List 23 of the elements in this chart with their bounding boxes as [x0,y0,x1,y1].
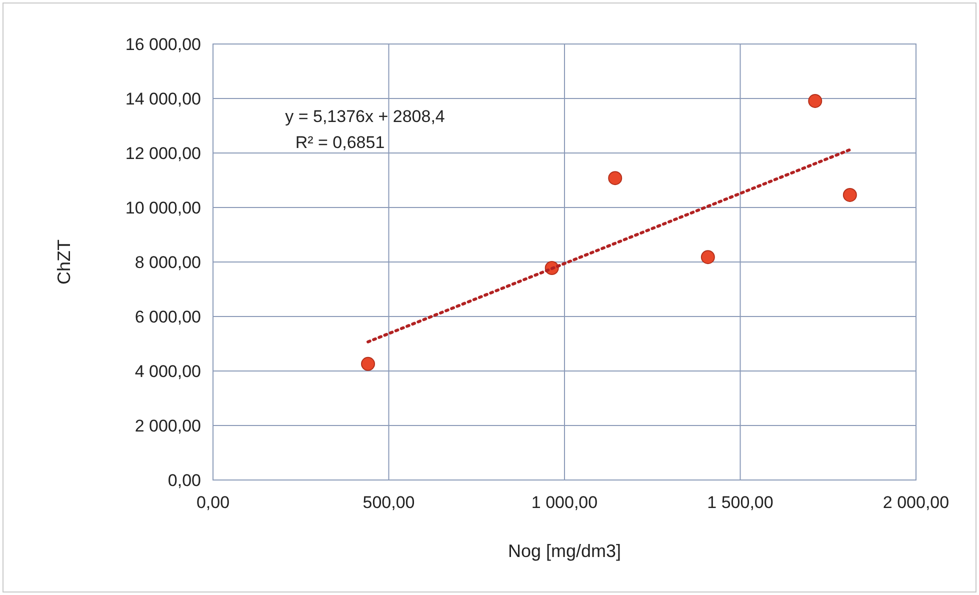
point [808,94,822,108]
y-tick-label: 0,00 [168,471,201,490]
annotation: R² = 0,6851 [295,133,385,152]
x-axis-title: Nog [mg/dm3] [508,541,622,561]
y-tick-label: 16 000,00 [125,35,201,54]
point [700,250,715,264]
point [608,171,622,186]
y-tick-label: 12 000,00 [125,144,201,163]
x-tick-label: 500,00 [362,493,415,512]
x-tick-label: 1 000,00 [531,493,598,512]
x-tick-label: 1 500,00 [707,493,774,512]
y-tick-label: 8 000,00 [134,253,201,272]
point [842,188,857,202]
y-tick-label: 10 000,00 [125,198,201,218]
y-tick-label: 2 000,00 [134,416,201,436]
y-axis-title: ChZT [54,239,74,284]
y-tick-label: 6 000,00 [134,308,201,326]
y-tick-label: 4 000,00 [134,362,201,381]
y-tick-label: 14 000,00 [125,90,201,108]
x-tick-label: 0,00 [196,493,230,512]
point [361,356,376,371]
annotation: y = 5,1376x + 2808,4 [285,107,445,126]
x-tick-label: 2 000,00 [882,493,950,512]
